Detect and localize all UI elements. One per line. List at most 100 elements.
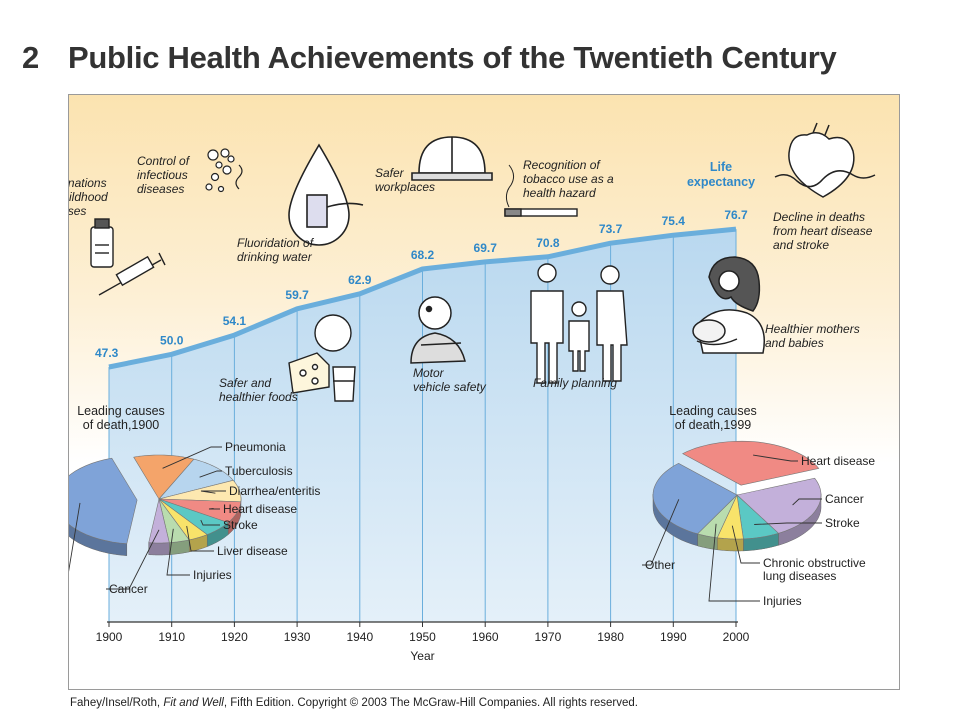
life-expectancy-title: Life expectancy — [687, 160, 755, 189]
pie-title: Leading causes of death,1999 — [669, 404, 757, 432]
achievement-label: Safer workplaces — [375, 166, 435, 194]
figure-frame: 47.3 50.0 54.1 59.7 62.9 68.2 69.7 70.8 73.7 75.4… — [68, 94, 900, 690]
achievement-label: Safer and healthier foods — [219, 376, 298, 404]
pie-slice — [158, 458, 234, 500]
pie-leader-line — [200, 519, 220, 526]
x-tick-label: 1920 — [221, 630, 248, 644]
pie-leader-line — [200, 490, 226, 494]
x-tick-label: 1950 — [409, 630, 436, 644]
pie-slice-label: Cancer — [109, 582, 148, 596]
slide-title-text: Public Health Achievements of the Twenti… — [68, 40, 837, 75]
pie-slice — [652, 462, 738, 535]
pie-slice-label: Injuries — [763, 594, 802, 608]
pie-slice — [736, 477, 822, 534]
x-tick-label: 1970 — [535, 630, 562, 644]
pie-slice-label: Injuries — [193, 568, 232, 582]
vaccine-bottle-and-syringe-icon — [90, 218, 166, 296]
pie-slice — [682, 440, 820, 486]
x-tick-label: 2000 — [723, 630, 750, 644]
life-expectancy-value-label: 68.2 — [411, 248, 435, 262]
pie-leader-line — [106, 529, 160, 590]
life-expectancy-value-label: 50.0 — [160, 333, 184, 347]
heart-icon — [774, 122, 876, 198]
life-expectancy-value-label: 76.7 — [724, 208, 748, 222]
pie-leader-line — [199, 470, 222, 478]
life-expectancy-value-label: 59.7 — [285, 288, 309, 302]
pie-leader-line — [69, 502, 81, 572]
pie-leader-line — [754, 522, 822, 525]
mother-and-baby-icon — [692, 256, 765, 354]
pie-slice — [69, 457, 138, 545]
pie-slice-label: Stroke — [223, 518, 258, 532]
x-tick-label: 1900 — [96, 630, 123, 644]
pie-slice — [158, 498, 229, 535]
x-tick-label: 1980 — [597, 630, 624, 644]
pie-leader-line — [792, 498, 822, 506]
credit-book-title: Fit and Well — [163, 697, 224, 709]
credit-authors: Fahey/Insel/Roth, — [70, 697, 164, 709]
pie-leader-line — [166, 528, 190, 576]
pie-slice — [158, 498, 190, 544]
pie-leader-line — [186, 525, 214, 552]
microbes-icon — [205, 148, 243, 193]
pie-slice-label: Tuberculosis — [225, 464, 293, 478]
water-drop-glass-icon — [288, 143, 364, 246]
life-expectancy-value-label: 62.9 — [348, 273, 372, 287]
achievement-label: Family planning — [533, 376, 617, 390]
x-tick-label: 1910 — [158, 630, 185, 644]
cigarette-icon — [504, 164, 578, 217]
pie-slice — [148, 498, 170, 544]
life-expectancy-line — [108, 226, 737, 370]
pie-leader-line — [208, 508, 220, 510]
pie-slice-label: Cancer — [825, 492, 864, 506]
pie-slice-label: Pneumonia — [225, 440, 286, 454]
achievement-label: Healthier mothers and babies — [765, 322, 860, 350]
pie-slice-label: Diarrhea/enteritis — [229, 484, 320, 498]
pie-slice — [133, 454, 195, 500]
pie-leader-line — [708, 523, 760, 602]
crash-test-dummy-icon — [410, 296, 466, 364]
pie-slice — [697, 494, 738, 539]
life-expectancy-value-label: 70.8 — [536, 236, 560, 250]
slide-title: 2 Public Health Achievements of the Twent… — [22, 40, 837, 76]
pie-slice — [158, 498, 208, 541]
pie-slice-label: Stroke — [825, 516, 860, 530]
pie-slice-label: Chronic obstructive lung diseases — [763, 556, 866, 583]
copyright-credit: Fahey/Insel/Roth, Fit and Well, Fifth Ed… — [70, 697, 638, 709]
pie-leader-line — [731, 525, 760, 564]
hard-hat-icon — [411, 136, 493, 181]
pie-slice — [158, 498, 242, 523]
pie-slice-side — [716, 537, 744, 552]
x-tick-label: 1930 — [284, 630, 311, 644]
achievement-label: Decline in deaths from heart disease and s… — [773, 210, 873, 252]
pie-title: Leading causes of death,1900 — [77, 404, 165, 432]
life-expectancy-value-label: 69.7 — [474, 241, 498, 255]
achievement-label: Motor vehicle safety — [413, 366, 487, 394]
life-expectancy-chart: 47.3 50.0 54.1 59.7 62.9 68.2 69.7 70.8 73.7 75.4… — [69, 122, 876, 663]
life-expectancy-value-label: 75.4 — [662, 214, 686, 228]
pie-slice — [736, 494, 780, 540]
pie-leader-line — [642, 499, 680, 566]
credit-rest: , Fifth Edition. Copyright © 2003 The Mc… — [223, 697, 638, 709]
family-icon — [530, 263, 628, 384]
life-expectancy-value-label: 54.1 — [223, 314, 247, 328]
pie-slice-label: Liver disease — [217, 544, 288, 558]
x-tick-label: 1960 — [472, 630, 499, 644]
x-tick-label: 1990 — [660, 630, 687, 644]
pie-slice — [716, 493, 744, 540]
x-axis-title: Year — [410, 649, 434, 663]
pie-leader-line — [162, 446, 222, 469]
achievement-label: Control of infectious diseases — [137, 154, 191, 196]
achievement-label: Fluoridation of drinking water — [237, 236, 315, 264]
pie-slice-label: Heart disease — [801, 454, 875, 468]
pie-slice-label: Heart disease — [223, 502, 297, 516]
slide-number: 2 — [22, 40, 39, 75]
cheese-bread-glass-icon — [288, 314, 356, 402]
pie-slice — [158, 479, 242, 503]
life-expectancy-value-label: 47.3 — [95, 346, 119, 360]
x-tick-label: 1940 — [346, 630, 373, 644]
life-expectancy-value-label: 73.7 — [599, 222, 623, 236]
achievement-label: Recognition of tobacco use as a health haz… — [523, 158, 614, 200]
pie-leader-line — [753, 454, 798, 462]
pie-slice-label: Other — [645, 558, 675, 572]
